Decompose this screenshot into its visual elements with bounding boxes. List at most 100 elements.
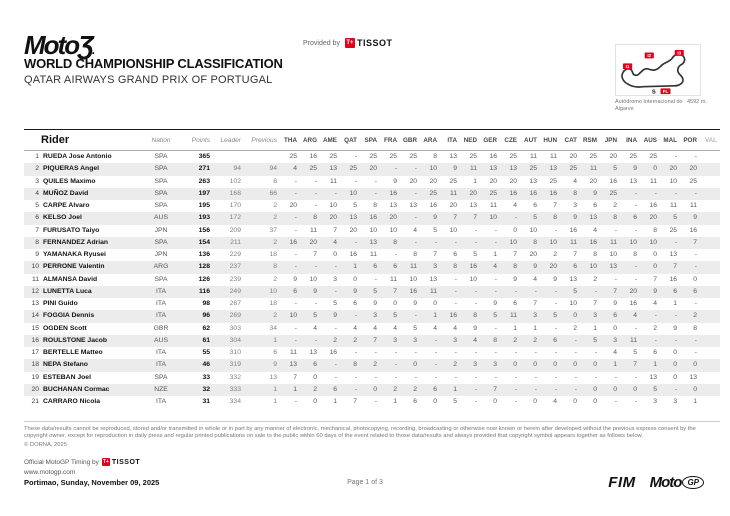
- score-aus: 4: [653, 300, 657, 307]
- score-tha: -: [294, 336, 297, 344]
- score-ina: 11: [629, 336, 637, 344]
- rider-cell: FURUSATO Taiyo: [43, 226, 100, 234]
- prev-cell: 2: [273, 214, 277, 222]
- pos-cell: 7: [35, 226, 39, 234]
- score-jpn: 25: [609, 189, 617, 197]
- prev-cell: 94: [269, 165, 277, 173]
- score-jpn: 0: [613, 324, 617, 332]
- standings-row: 21 CARRARO Nicola ITA 31 334 1-0 1 7-1 6 0 5-0-0 4 0…: [24, 396, 720, 408]
- score-ger: -: [494, 275, 497, 283]
- score-gbr: -: [414, 312, 417, 320]
- score-mal: -: [674, 189, 677, 197]
- score-val: [700, 237, 720, 249]
- score-cze: 6: [513, 300, 517, 307]
- score-cze: 2: [513, 336, 517, 344]
- score-cze: 20: [509, 177, 517, 185]
- score-ger: 3: [493, 361, 497, 369]
- pos-cell: 8: [35, 238, 39, 246]
- race-col-gbr: GBR: [400, 129, 420, 151]
- score-ned: -: [474, 300, 477, 307]
- marker-fl: FL: [663, 89, 669, 94]
- score-hun: -: [554, 385, 557, 393]
- score-tha: 7: [293, 373, 297, 381]
- score-qat: -: [354, 153, 357, 160]
- race-col-arg: ARG: [300, 129, 320, 151]
- score-cat: 7: [573, 251, 577, 258]
- score-ita: 7: [453, 214, 457, 222]
- score-fra: 13: [389, 202, 397, 209]
- leader-cell: 267: [229, 300, 241, 307]
- score-val: [700, 347, 720, 359]
- score-ame: 1: [333, 398, 337, 405]
- leader-cell: 239: [229, 275, 241, 283]
- score-por: -: [694, 251, 697, 258]
- pos-cell: 11: [31, 275, 39, 283]
- score-fra: 16: [389, 189, 397, 197]
- score-ina: 9: [633, 165, 637, 173]
- score-ame: 20: [329, 214, 337, 222]
- points-cell: 32: [202, 385, 210, 393]
- score-rsm: 13: [589, 214, 597, 222]
- score-aus: 0: [653, 251, 657, 258]
- score-ned: -: [474, 385, 477, 393]
- score-val: [700, 212, 720, 224]
- score-val: [700, 200, 720, 212]
- score-hun: 9: [553, 275, 557, 283]
- pos-cell: 19: [31, 373, 39, 381]
- score-ina: 16: [629, 300, 637, 307]
- score-hun: 2: [553, 251, 557, 258]
- pos-cell: 20: [31, 385, 39, 393]
- score-ina: -: [634, 324, 637, 332]
- score-ned: 20: [469, 189, 477, 197]
- score-cat: 10: [569, 300, 577, 307]
- score-ara: 0: [433, 300, 437, 307]
- prev-cell: 2: [273, 312, 277, 320]
- score-ned: 4: [473, 336, 477, 344]
- score-ina: -: [634, 398, 637, 405]
- score-ned: 8: [473, 312, 477, 320]
- nation-cell: SPA: [154, 275, 168, 283]
- score-ara: 3: [433, 263, 437, 271]
- score-rsm: -: [594, 349, 597, 356]
- score-aus: 1: [653, 361, 657, 369]
- score-hun: 0: [553, 361, 557, 369]
- score-fra: 5: [393, 312, 397, 320]
- rider-cell: PINI Guido: [43, 300, 78, 307]
- score-gbr: 25: [409, 153, 417, 160]
- pos-cell: 10: [31, 263, 39, 271]
- score-ger: 7: [493, 385, 497, 393]
- points-cell: 156: [198, 226, 210, 234]
- score-cat: 0: [573, 312, 577, 320]
- score-spa: 0: [373, 385, 377, 393]
- standings-row: 14 FOGGIA Dennis ITA 96 269 2 10 5 9 - 3 5 - 1 16 8 5 11 3…: [24, 310, 720, 323]
- score-qat: -: [354, 373, 357, 381]
- race-col-aut: AUT: [520, 129, 540, 151]
- rider-cell: ROULSTONE Jacob: [43, 336, 108, 344]
- score-ara: 7: [433, 251, 437, 258]
- score-qat: 2: [353, 336, 357, 344]
- score-arg: 0: [313, 398, 317, 405]
- score-ned: 1: [473, 177, 477, 185]
- score-jpn: 1: [613, 361, 617, 369]
- score-hun: 25: [549, 177, 557, 185]
- score-aut: 3: [533, 312, 537, 320]
- score-ned: -: [474, 398, 477, 405]
- score-cze: -: [514, 349, 517, 356]
- nation-cell: ARG: [153, 263, 169, 271]
- score-tha: -: [294, 177, 297, 185]
- leader-cell: 102: [229, 177, 241, 185]
- points-cell: 55: [202, 349, 210, 356]
- score-arg: 25: [309, 165, 317, 173]
- score-cat: 5: [573, 287, 577, 295]
- points-cell: 46: [202, 361, 210, 369]
- score-aus: 0: [653, 263, 657, 271]
- score-arg: 6: [313, 361, 317, 369]
- race-col-jpn: JPN: [600, 129, 620, 151]
- score-tha: 6: [293, 287, 297, 295]
- rider-cell: ALMANSA David: [43, 275, 98, 283]
- score-ger: 0: [493, 398, 497, 405]
- score-por: -: [694, 349, 697, 356]
- score-gbr: -: [414, 214, 417, 222]
- motogp-logo-moto: Moto: [649, 474, 683, 491]
- score-gbr: -: [414, 238, 417, 246]
